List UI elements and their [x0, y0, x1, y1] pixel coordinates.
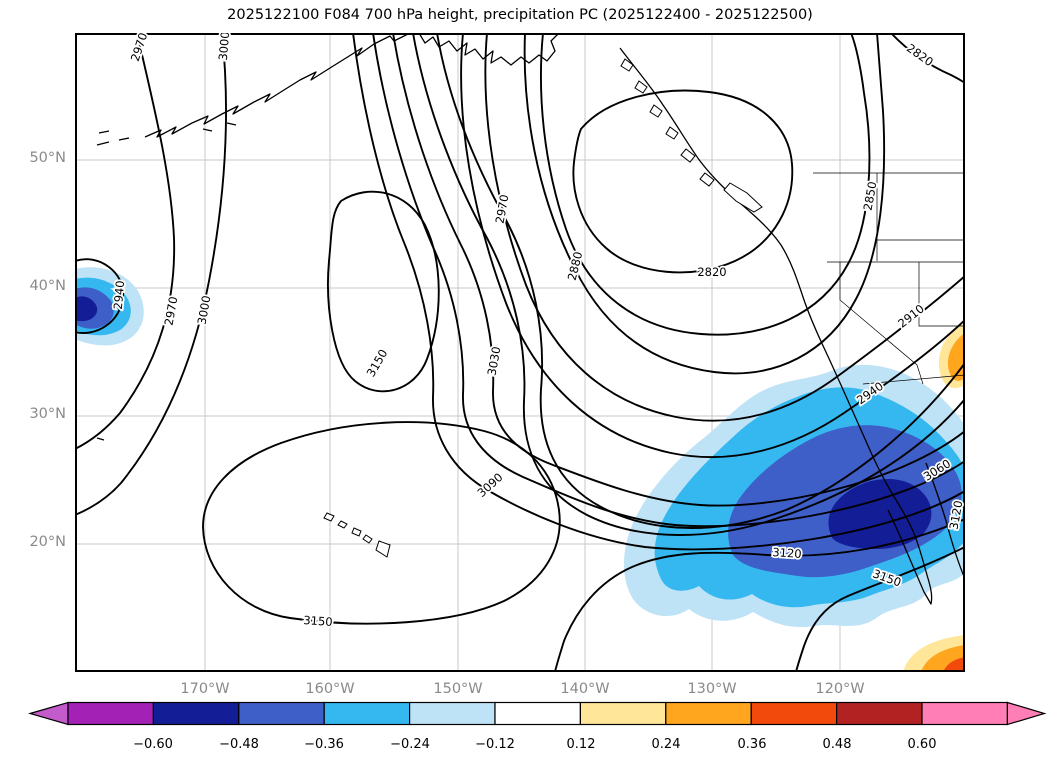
colorbar-tick-label: 0.48	[822, 737, 852, 752]
contour-3060	[372, 33, 965, 528]
contour-2940-west	[75, 258, 124, 334]
colorbar-tick-label: 0.60	[907, 737, 937, 752]
colorbar-tick-label: 0.36	[737, 737, 767, 752]
islands	[323, 58, 763, 558]
colorbar-segment	[409, 701, 496, 726]
colorbar-segment	[750, 701, 838, 726]
lat-tick-30n: 30°N	[29, 406, 66, 422]
contour-3090	[352, 33, 965, 551]
contour-3030	[392, 33, 965, 507]
contour-2970-west	[75, 33, 176, 450]
hawaii-islands	[323, 512, 391, 558]
contour-label: 2970	[493, 193, 512, 224]
contour-3150-hawaii	[202, 421, 561, 625]
height-contour-lines	[75, 33, 965, 672]
lon-tick-170w: 170°W	[180, 681, 230, 697]
colorbar-segment	[494, 701, 582, 726]
chart-title: 2025122100 F084 700 hPa height, precipit…	[227, 7, 813, 23]
contour-label: 3150	[303, 613, 333, 629]
contour-2820-low	[572, 89, 794, 274]
contour-label: 2970	[128, 33, 150, 63]
lon-tick-150w: 150°W	[433, 681, 483, 697]
colorbar-segment	[238, 701, 325, 726]
colorbar-segment	[152, 701, 240, 726]
contour-2910	[484, 33, 965, 422]
colorbar-tick-label: −0.36	[304, 737, 344, 752]
colorbar-segment	[579, 701, 667, 726]
contour-label: 2970	[162, 295, 181, 326]
colorbar-tick-label: −0.60	[133, 737, 173, 752]
colorbar-segment	[323, 701, 411, 726]
colorbar-segment	[921, 701, 1009, 726]
lon-tick-130w: 130°W	[687, 681, 737, 697]
colorbar-segment	[835, 701, 923, 726]
colorbar-right-arrow	[1006, 701, 1047, 726]
coastline	[96, 33, 965, 605]
lat-tick-50n: 50°N	[29, 150, 66, 166]
contour-label: 3120	[772, 545, 802, 561]
contour-2880	[523, 33, 886, 375]
contour-label: 3150	[364, 347, 391, 379]
contour-label: 3030	[485, 345, 504, 376]
lon-tick-140w: 140°W	[560, 681, 610, 697]
colorbar-segment	[67, 701, 155, 726]
contour-3150-se	[795, 546, 965, 672]
contour-3150-ridge	[327, 190, 440, 393]
contour-2940	[460, 33, 965, 459]
contour-3000	[412, 33, 965, 536]
colorbar-tick-label: −0.48	[219, 737, 259, 752]
contour-label: 2940	[111, 280, 127, 310]
vancouver-island	[723, 182, 763, 213]
plot-frame	[75, 33, 965, 672]
contour-2850	[540, 33, 871, 336]
contour-3120	[554, 518, 965, 672]
colorbar-tick-label: −0.12	[475, 737, 515, 752]
contour-label: 3000	[195, 294, 214, 325]
contour-label: 3000	[216, 33, 232, 61]
contour-2820-ne	[890, 33, 965, 84]
contour-label: 2820	[697, 265, 726, 279]
colorbar-tick-label: 0.24	[651, 737, 681, 752]
contour-3000-west	[75, 33, 227, 516]
lon-tick-120w: 120°W	[815, 681, 865, 697]
contour-label: 3090	[474, 470, 505, 500]
colorbar-tick-label: −0.24	[390, 737, 430, 752]
colorbar-tick-label: 0.12	[566, 737, 596, 752]
contour-label: 2850	[861, 180, 880, 211]
lat-tick-40n: 40°N	[29, 278, 66, 294]
colorbar	[28, 701, 1047, 726]
contour-label: 3120	[947, 499, 965, 530]
map-plot: 2970 3000 28202850288029702820291029403060…	[75, 33, 965, 672]
colorbar-segment	[665, 701, 752, 726]
colorbar-left-arrow	[28, 701, 69, 726]
lat-tick-20n: 20°N	[29, 534, 66, 550]
lon-tick-160w: 160°W	[305, 681, 355, 697]
